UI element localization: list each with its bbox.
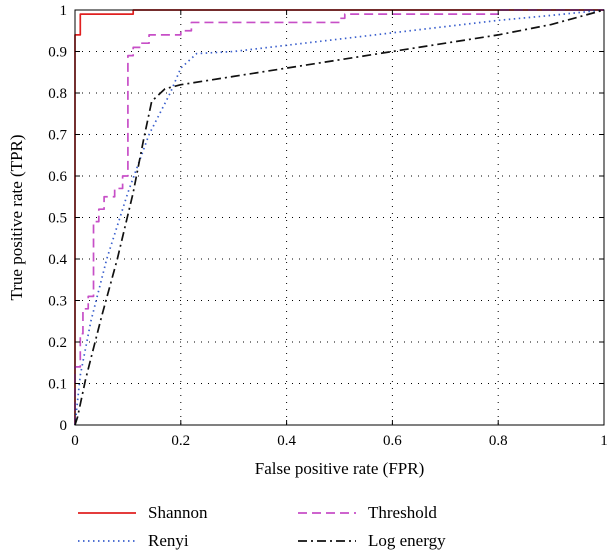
- legend-label-4: Log energy: [368, 531, 446, 550]
- x-tick-label: 0.6: [383, 433, 402, 449]
- x-tick-label: 0.8: [489, 433, 508, 449]
- y-tick-label: 0.6: [48, 169, 67, 185]
- y-tick-label: 0.3: [48, 294, 67, 310]
- y-tick-label: 0: [60, 418, 68, 434]
- y-tick-label: 1: [60, 3, 68, 19]
- legend-label-2: Threshold: [368, 503, 437, 522]
- legend: Shannon Threshold Renyi Log energy: [78, 503, 446, 550]
- series-line-3: [74, 9, 605, 426]
- series-line-2: [74, 9, 604, 425]
- x-axis-label: False positive rate (FPR): [255, 459, 425, 478]
- y-tick-label: 0.2: [48, 335, 67, 351]
- y-tick-label: 0.1: [48, 377, 67, 393]
- x-tick-label: 0: [71, 433, 79, 449]
- y-tick-label: 0.4: [48, 252, 67, 268]
- x-tick-label: 0.2: [171, 433, 190, 449]
- y-axis-label: True positive rate (TPR): [7, 134, 26, 300]
- x-tick-label: 1: [600, 433, 608, 449]
- axis-ticks: 0 0.2 0.4 0.6 0.8 1 0 0.1 0.2 0.3 0.4 0.5 0.6 0.7 0.8 0…: [48, 3, 608, 449]
- legend-label-3: Renyi: [148, 531, 189, 550]
- y-tick-label: 0.5: [48, 211, 67, 227]
- x-tick-label: 0.4: [277, 433, 296, 449]
- series-line-4: [74, 9, 605, 426]
- legend-label-1: Shannon: [148, 503, 208, 522]
- y-tick-label: 0.7: [48, 128, 67, 144]
- y-tick-label: 0.9: [48, 45, 67, 61]
- y-tick-label: 0.8: [48, 86, 67, 102]
